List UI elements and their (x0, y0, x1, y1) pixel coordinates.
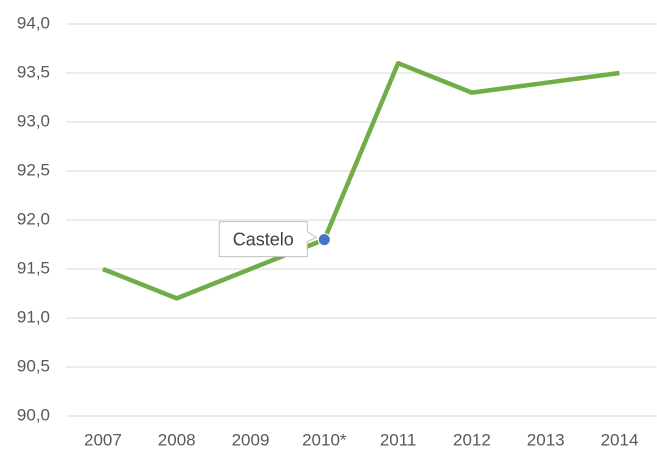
x-tick-label: 2011 (380, 430, 417, 449)
x-tick-label: 2008 (158, 430, 196, 449)
tooltip-label: Castelo (233, 229, 294, 249)
y-tick-label: 91,5 (17, 258, 50, 277)
y-tick-label: 92,0 (17, 209, 50, 228)
y-tick-label: 93,0 (17, 111, 50, 130)
x-tick-label: 2010* (302, 430, 347, 449)
line-series (102, 60, 620, 301)
x-tick-label: 2012 (453, 430, 491, 449)
x-tick-label: 2009 (232, 430, 270, 449)
hover-marker (317, 233, 331, 247)
y-tick-label: 90,0 (17, 405, 50, 424)
x-tick-label: 2013 (527, 430, 565, 449)
tooltip-box (218, 221, 318, 258)
y-tick-label: 90,5 (17, 356, 50, 375)
tooltip: Castelo (218, 221, 318, 258)
x-tick-label: 2014 (601, 430, 639, 449)
y-tick-label: 94,0 (17, 13, 50, 32)
y-tick-label: 91,0 (17, 307, 50, 326)
y-tick-label: 93,5 (17, 62, 50, 81)
x-tick-label: 2007 (84, 430, 122, 449)
y-tick-label: 92,5 (17, 160, 50, 179)
